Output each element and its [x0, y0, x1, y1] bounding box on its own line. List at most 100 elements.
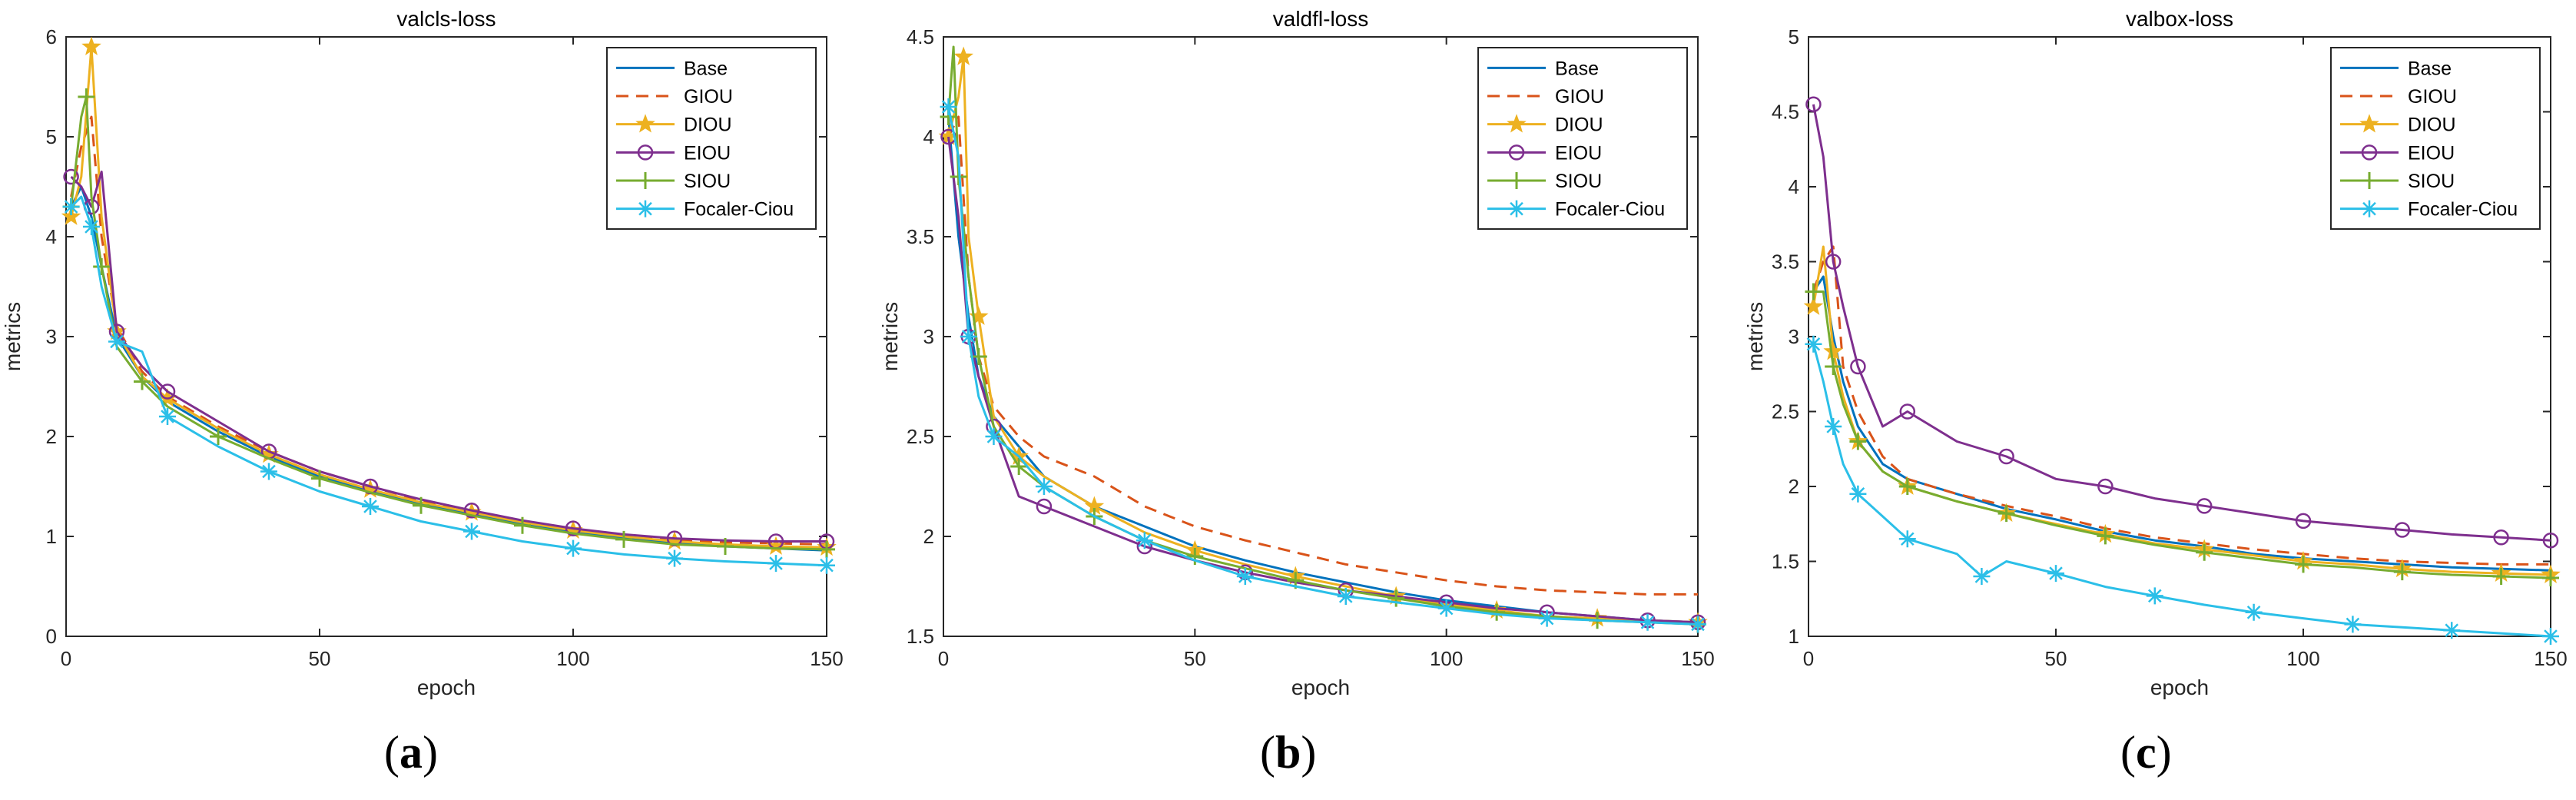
data-point	[93, 258, 111, 275]
y-tick-label: 2.5	[907, 425, 934, 448]
legend-entry: SIOU	[684, 171, 731, 192]
data-point	[2344, 616, 2362, 633]
data-point	[2492, 568, 2510, 585]
series-line	[1812, 245, 2551, 566]
legend-entry: DIOU	[684, 115, 732, 136]
data-point	[2146, 587, 2163, 605]
legend-entry: EIOU	[1555, 142, 1602, 164]
x-tick-label: 50	[1184, 647, 1206, 670]
y-tick-label: 5	[46, 125, 57, 148]
y-tick-label: 3.5	[907, 225, 934, 248]
data-point	[2097, 478, 2114, 495]
data-point	[2245, 603, 2263, 621]
y-tick-label: 2.5	[1772, 400, 1799, 423]
data-point	[1236, 568, 1254, 585]
legend-entry: Focaler-Ciou	[684, 199, 794, 221]
data-point	[940, 98, 957, 115]
data-point	[818, 540, 835, 558]
x-axis-label: epoch	[417, 676, 476, 699]
series-line	[1812, 275, 2551, 572]
x-tick-label: 100	[2286, 647, 2319, 670]
legend-marker	[637, 172, 654, 189]
legend-entry: Base	[684, 58, 728, 79]
data-point	[1973, 568, 1991, 585]
data-point	[1437, 599, 1455, 617]
legend-entry: SIOU	[2408, 171, 2455, 192]
data-point	[159, 383, 176, 400]
data-point	[210, 428, 227, 445]
chart-panel-0: 0 50 100 150 0 1 2 3 4 5 6 valcls-loss epoch metrics B…	[1, 7, 844, 699]
legend-marker	[2361, 172, 2378, 189]
chart-title: valcls-loss	[396, 7, 496, 31]
data-point	[2542, 532, 2559, 549]
y-tick-label: 1.5	[1772, 550, 1799, 573]
data-point	[1825, 254, 1842, 270]
chart-panel-1: 0 50 100 150 1.5 2 2.5 3 3.5 4 4.5 valdfl-loss epoch…	[878, 7, 1715, 699]
legend-marker	[2361, 200, 2378, 217]
data-point	[565, 520, 582, 536]
panel-label-b: (b)	[1260, 727, 1317, 778]
y-tick-label: 3	[923, 325, 934, 348]
y-tick-label: 2	[46, 425, 57, 448]
y-axis-label: metrics	[1743, 302, 1767, 371]
data-point	[1488, 603, 1506, 621]
legend-marker	[1508, 200, 1525, 217]
data-point	[2097, 527, 2114, 545]
legend-marker	[637, 200, 654, 217]
series-line	[1812, 245, 2551, 576]
data-point	[1899, 403, 1916, 420]
y-tick-label: 4.5	[1772, 101, 1799, 124]
data-point	[2295, 556, 2312, 573]
y-tick-label: 1.5	[907, 625, 934, 648]
data-point	[2493, 529, 2509, 546]
y-tick-label: 4	[46, 225, 57, 248]
data-point	[1823, 341, 1843, 360]
data-point	[1998, 448, 2014, 465]
data-point	[1803, 296, 1824, 315]
data-point	[2047, 565, 2064, 583]
data-point	[63, 168, 79, 185]
legend-marker	[635, 114, 655, 133]
data-point	[1689, 616, 1706, 633]
data-point	[61, 206, 81, 225]
legend-marker	[1507, 114, 1527, 133]
y-tick-label: 2	[1789, 475, 1799, 498]
data-point	[2542, 569, 2559, 586]
data-point	[81, 36, 101, 55]
legend-entry: Focaler-Ciou	[1555, 199, 1665, 221]
data-point	[2394, 522, 2411, 538]
y-tick-label: 3.5	[1772, 251, 1799, 274]
data-point	[1898, 478, 1916, 495]
data-point	[1135, 532, 1153, 549]
legend-entry: SIOU	[1555, 171, 1602, 192]
data-point	[463, 502, 480, 519]
data-point	[985, 428, 1003, 445]
data-point	[953, 46, 973, 65]
x-tick-label: 150	[810, 647, 843, 670]
y-tick-label: 1	[1789, 625, 1799, 648]
legend-marker	[2361, 144, 2378, 161]
legend-entry: DIOU	[2408, 115, 2456, 136]
series-giou	[1812, 245, 2551, 566]
data-point	[1010, 458, 1028, 475]
y-axis-label: metrics	[878, 302, 902, 371]
data-point	[615, 530, 632, 548]
data-point	[818, 556, 835, 574]
y-tick-label: 1	[46, 525, 57, 548]
data-point	[1850, 358, 1866, 375]
y-tick-label: 4.5	[907, 25, 934, 48]
data-point	[134, 373, 151, 390]
data-point	[1849, 433, 1867, 450]
legend-box	[606, 47, 817, 230]
data-point	[1849, 485, 1867, 503]
legend-entry: EIOU	[2408, 142, 2455, 164]
x-tick-label: 0	[938, 647, 949, 670]
data-point	[514, 516, 531, 534]
data-point	[2542, 628, 2559, 645]
data-point	[311, 470, 328, 487]
series-focaler-ciou	[940, 98, 1706, 633]
panel-label-c: (c)	[2120, 727, 2172, 778]
data-point	[1337, 588, 1354, 605]
legend-entry: GIOU	[684, 86, 733, 108]
